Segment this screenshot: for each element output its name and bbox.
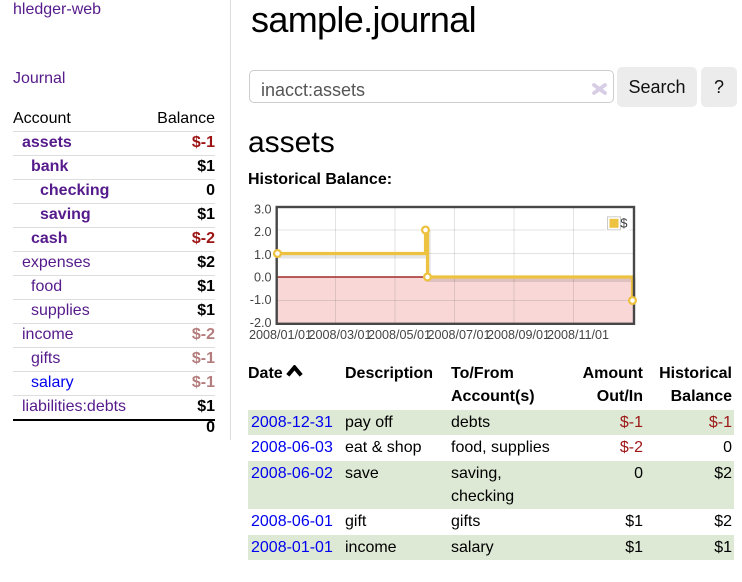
svg-text:2008/07/01: 2008/07/01	[427, 328, 490, 342]
svg-text:0.0: 0.0	[254, 271, 272, 285]
svg-text:-1.0: -1.0	[250, 293, 272, 307]
svg-text:2008/11/01: 2008/11/01	[547, 328, 609, 342]
svg-text:2008/03/01: 2008/03/01	[308, 328, 371, 342]
svg-text:$: $	[620, 216, 628, 231]
svg-text:2008/09/01: 2008/09/01	[487, 328, 550, 342]
svg-text:2.0: 2.0	[254, 225, 272, 239]
svg-text:-2.0: -2.0	[250, 316, 272, 330]
svg-text:3.0: 3.0	[254, 202, 272, 216]
svg-text:2008/05/01: 2008/05/01	[368, 328, 431, 342]
svg-text:1.0: 1.0	[254, 248, 272, 262]
svg-text:2008/01/01: 2008/01/01	[249, 328, 312, 342]
